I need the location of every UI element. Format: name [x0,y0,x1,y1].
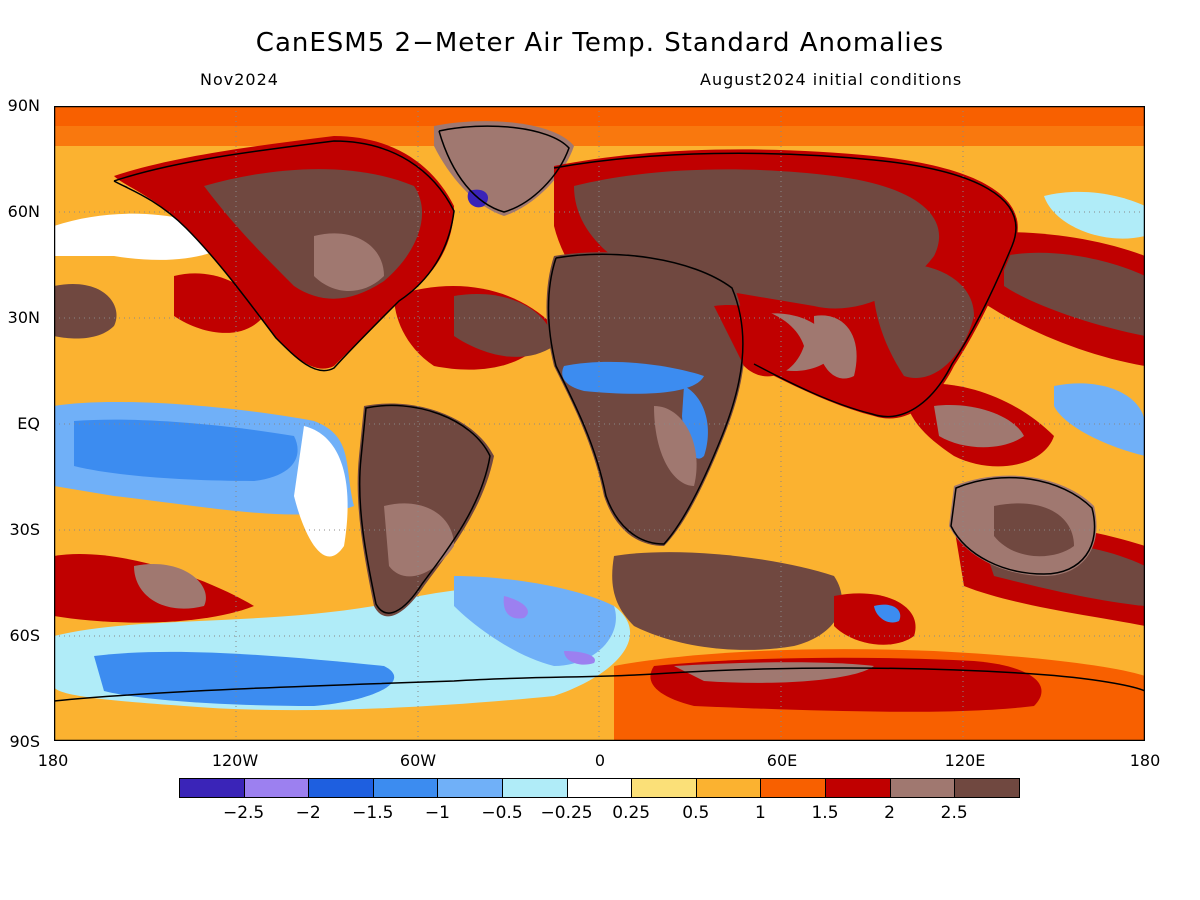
colorbar-swatch [179,778,245,798]
x-tick-label: 120E [944,751,986,770]
map-frame [54,106,1145,741]
x-tick-label: 120W [211,751,259,770]
colorbar-swatch [437,778,503,798]
colorbar-swatch [243,778,310,798]
x-tick-label: 60W [399,751,437,770]
x-tick-label: 60E [766,751,798,770]
colorbar-label: 1.5 [811,803,839,823]
colorbar-swatch [308,778,374,798]
colorbar-label: 2.5 [940,803,968,823]
colorbar-label: 0.5 [682,803,710,823]
colorbar-swatch [889,778,956,798]
colorbar-label: −1.5 [352,803,394,823]
coastlines [54,125,1145,702]
colorbar-label: −2 [295,803,321,823]
y-tick-label: 90N [7,96,40,115]
y-tick-label: 30S [9,520,40,539]
colorbar-label: −2.5 [222,803,265,823]
colorbar-swatch [695,778,762,798]
y-tick-label: 60N [7,202,40,221]
colorbar-label: 2 [884,803,895,823]
initial-conditions-label: August2024 initial conditions [700,70,963,89]
colorbar-swatch [372,778,439,798]
colorbar-label: −0.5 [481,803,523,823]
x-tick-label: 0 [594,751,606,770]
y-tick-label: 60S [9,626,40,645]
forecast-month: Nov2024 [200,70,279,89]
y-tick-label: 30N [7,308,40,327]
colorbar-label: −1 [424,803,450,823]
anomaly-map [54,106,1145,741]
colorbar-label: −0.25 [540,803,593,823]
x-tick-label: 180 [1129,751,1161,770]
colorbar-swatch [825,778,891,798]
colorbar-label: 0.25 [612,803,651,823]
y-tick-label: 90S [9,732,40,751]
colorbar-swatch [502,778,568,798]
colorbar-swatch [631,778,697,798]
y-tick-label: EQ [17,414,40,433]
colorbar-swatch [566,778,633,798]
colorbar-swatch [954,778,1020,798]
map-gridlines [54,106,1145,741]
x-tick-label: 180 [37,751,69,770]
map-title: CanESM5 2−Meter Air Temp. Standard Anoma… [255,28,945,58]
colorbar-label: 1 [754,803,766,823]
colorbar-swatch [760,778,826,798]
